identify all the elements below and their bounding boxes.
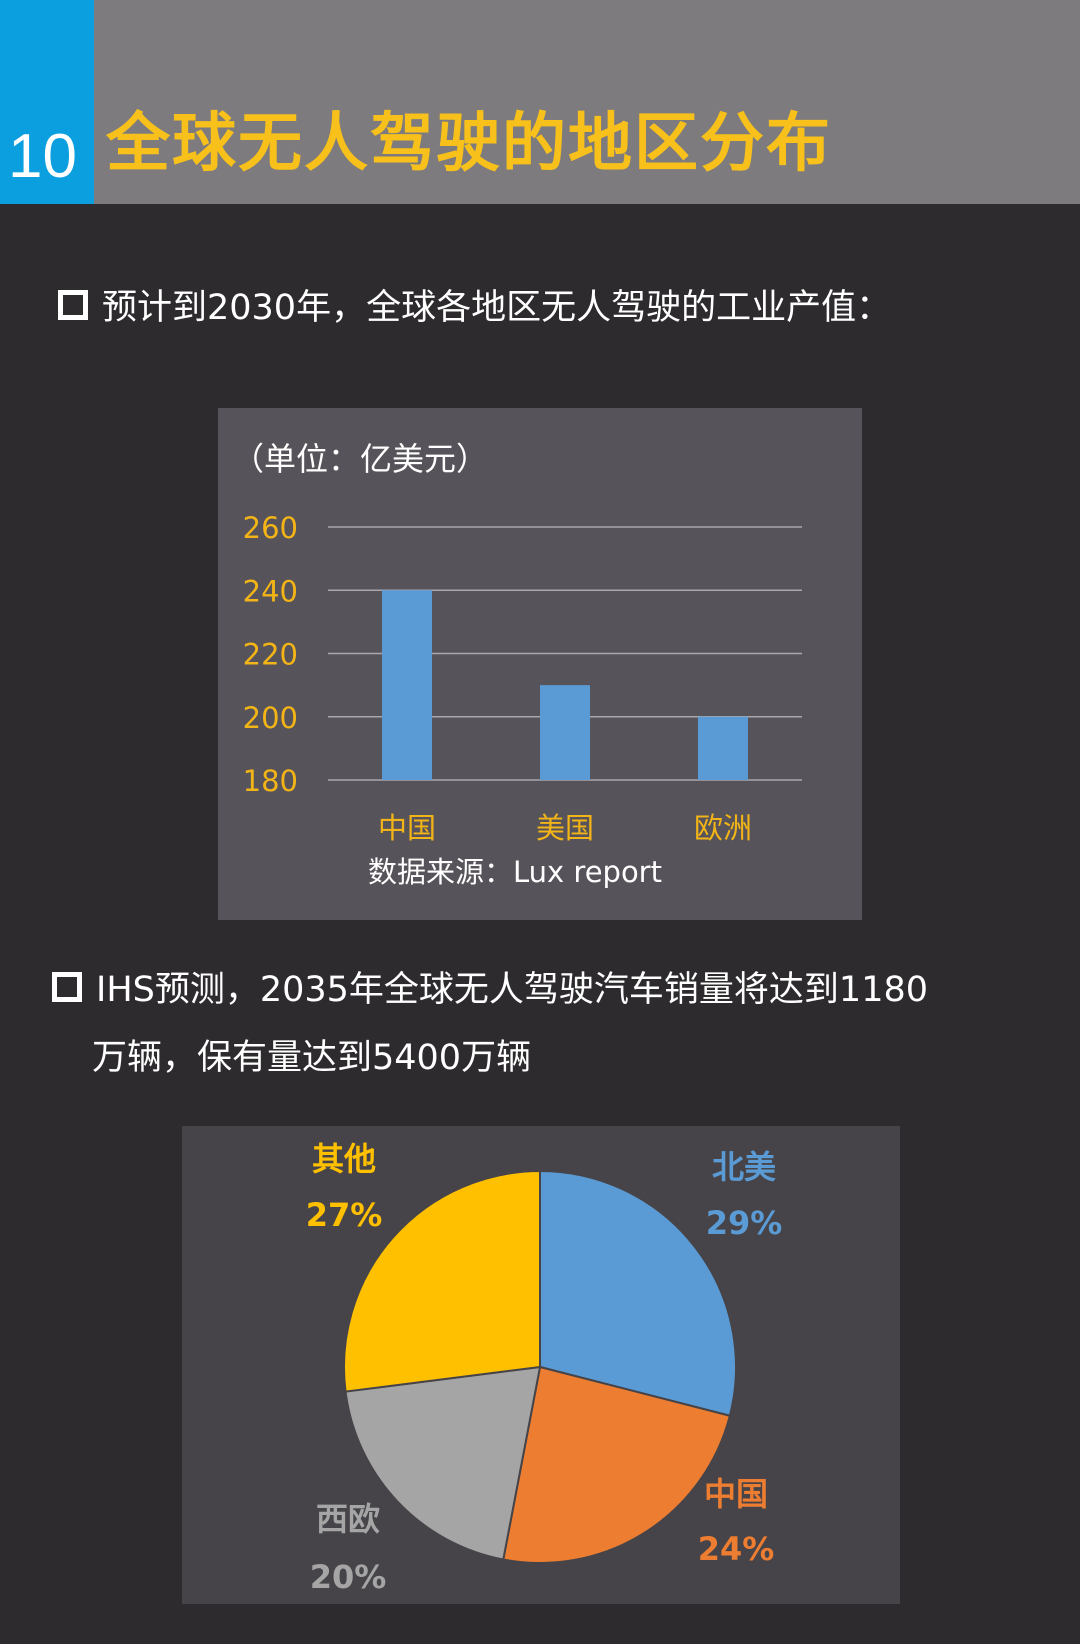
section-number-box [0,0,94,204]
pie-label: 北美 [712,1148,776,1186]
y-tick-label: 180 [243,764,298,798]
pie-label: 其他 [312,1140,376,1178]
page-title: 全球无人驾驶的地区分布 [106,107,832,181]
pie-slice-0 [539,1169,737,1417]
pie-percent: 29% [706,1204,783,1242]
y-tick-label: 200 [243,701,298,735]
bar-chart: 260 240 220 200 180 中国 美国 欧洲 [243,511,802,845]
pie-slice-3 [343,1169,541,1393]
bar-1 [540,685,590,780]
pie-percent: 24% [698,1530,775,1568]
section2-heading-line1: IHS预测，2035年全球无人驾驶汽车销量将达到1180 [52,968,928,1012]
y-tick-label: 240 [243,574,298,608]
bar-chart-source: 数据来源：Lux report [368,855,662,889]
square-bullet-icon [58,290,88,320]
section1-text: 预计到2030年，全球各地区无人驾驶的工业产值： [102,288,892,328]
bar-2 [698,716,748,780]
section2-text-line1: IHS预测，2035年全球无人驾驶汽车销量将达到1180 [96,970,929,1010]
header-bar [0,0,1080,204]
pie-slice-2 [344,1365,542,1561]
section2-heading-line2: 万辆，保有量达到5400万辆 [92,1038,532,1078]
square-bullet-icon [52,972,82,1002]
bar-0 [382,590,432,780]
x-tick-label: 中国 [378,811,436,845]
pie-percent: 27% [306,1196,383,1234]
section1-heading: 预计到2030年，全球各地区无人驾驶的工业产值： [58,286,891,330]
section-number: 10 [8,122,77,191]
y-tick-label: 220 [243,638,298,672]
x-tick-label: 欧洲 [694,811,752,845]
x-tick-label: 美国 [536,811,594,845]
bar-chart-unit-label: （单位：亿美元） [232,440,489,478]
pie-slice-1 [502,1365,732,1564]
bar-chart-panel [218,408,862,920]
pie-percent: 20% [310,1558,387,1596]
pie-label: 中国 [704,1475,768,1513]
y-tick-label: 260 [243,511,298,545]
pie-label: 西欧 [316,1500,380,1538]
